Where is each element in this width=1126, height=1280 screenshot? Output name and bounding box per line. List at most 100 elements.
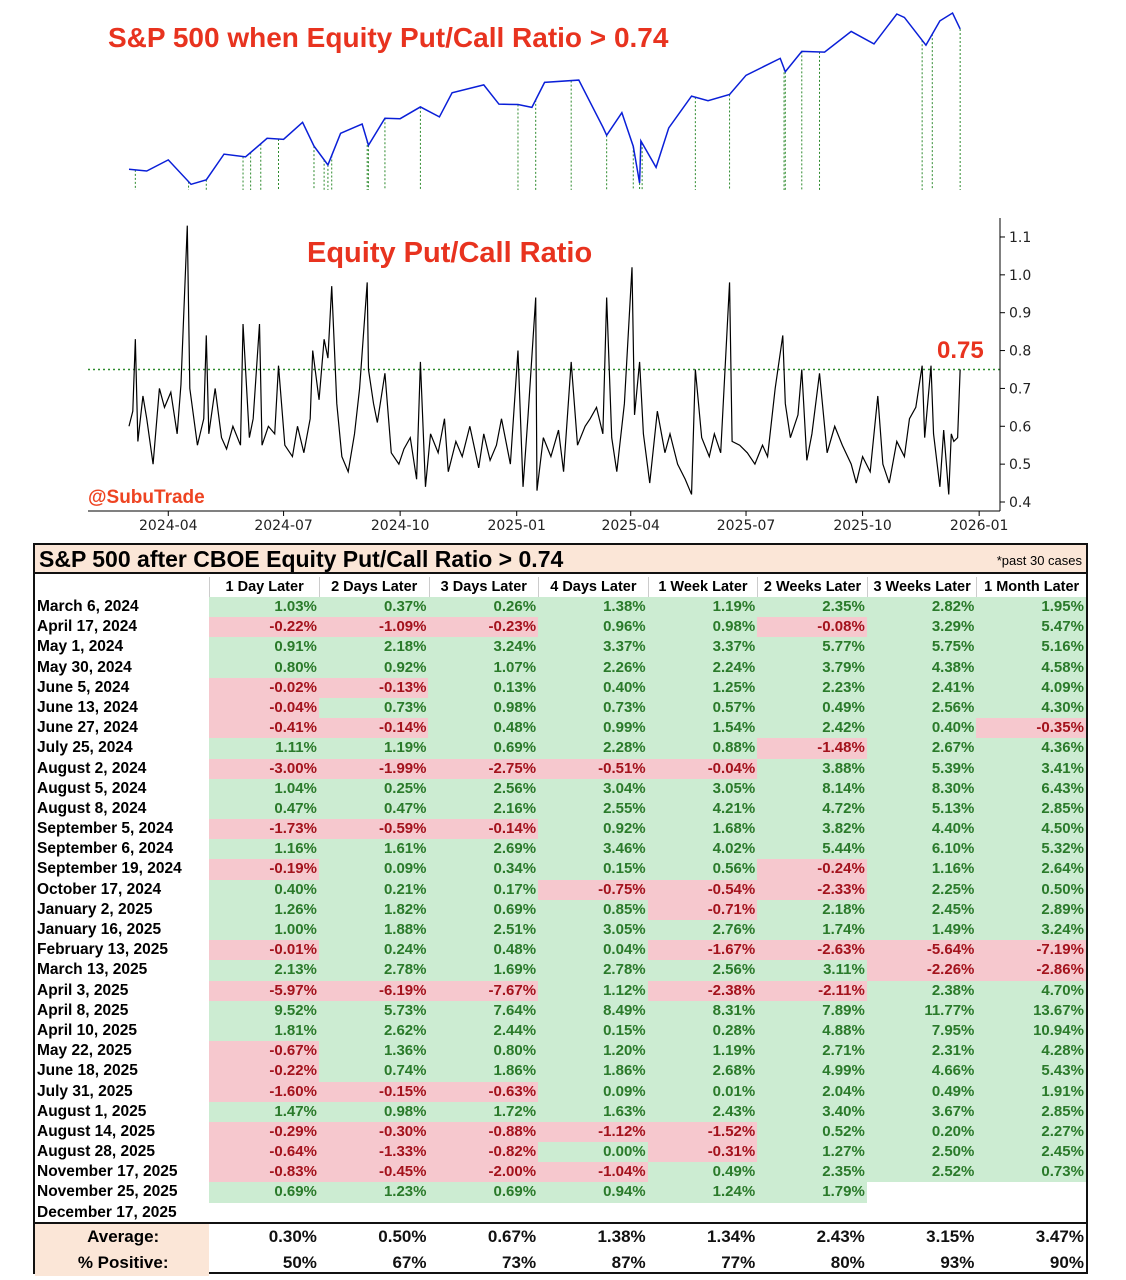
return-cell: 3.11% xyxy=(757,960,867,981)
return-cell: 0.04% xyxy=(538,940,648,961)
table-title-bar: S&P 500 after CBOE Equity Put/Call Ratio… xyxy=(35,545,1086,574)
return-cell: 0.26% xyxy=(428,597,539,618)
return-cell: 1.54% xyxy=(647,718,758,739)
row-date: January 2, 2025 xyxy=(37,900,153,918)
return-cell: 1.23% xyxy=(318,1182,429,1203)
row-date: June 5, 2024 xyxy=(37,678,130,696)
x-tick-label: 2024-04 xyxy=(139,518,198,534)
return-cell: -0.30% xyxy=(318,1121,429,1143)
return-cell: 3.29% xyxy=(866,617,977,638)
return-cell: -0.02% xyxy=(209,677,319,698)
return-cell: 5.16% xyxy=(976,637,1086,658)
column-header: 3 Weeks Later xyxy=(866,577,977,597)
table-row: November 17, 2025 -0.83% -0.45% -2.00% -1.04… xyxy=(35,1162,1086,1183)
return-cell: 1.49% xyxy=(866,920,977,941)
return-cell: 1.82% xyxy=(318,899,429,920)
return-cell: 4.50% xyxy=(976,819,1086,840)
return-cell: 2.13% xyxy=(209,960,319,981)
put-call-chart-title: Equity Put/Call Ratio xyxy=(307,237,593,269)
return-cell: -0.31% xyxy=(647,1142,758,1163)
average-cell: 1.34% xyxy=(707,1227,756,1246)
return-cell: 3.40% xyxy=(757,1101,867,1122)
return-cell: 1.38% xyxy=(538,597,648,618)
return-cell: 0.69% xyxy=(428,899,539,920)
positive-cell: 67% xyxy=(392,1253,427,1272)
return-cell: 1.19% xyxy=(647,597,758,618)
x-tick-label: 2025-01 xyxy=(487,518,546,534)
return-cell: 2.23% xyxy=(757,677,867,698)
row-date: May 1, 2024 xyxy=(37,638,124,656)
return-cell: 0.25% xyxy=(318,778,429,799)
return-cell: -5.97% xyxy=(209,980,319,1001)
average-cell: 0.30% xyxy=(268,1227,317,1246)
return-cell: -0.64% xyxy=(209,1142,319,1163)
return-cell: -7.67% xyxy=(428,980,539,1001)
return-cell: 2.69% xyxy=(428,839,539,860)
return-cell: -1.60% xyxy=(209,1081,319,1102)
return-cell: 2.62% xyxy=(318,1020,429,1042)
return-cell: 5.32% xyxy=(976,839,1086,860)
return-cell: -0.24% xyxy=(757,859,867,880)
return-cell: 0.49% xyxy=(757,697,867,719)
table-row: February 13, 2025 -0.01% 0.24% 0.48% 0.04% -1… xyxy=(35,940,1086,961)
return-cell: 1.16% xyxy=(866,859,977,880)
return-cell: 0.09% xyxy=(538,1081,648,1102)
return-cell: 2.55% xyxy=(538,798,648,820)
return-cell xyxy=(209,1203,319,1223)
return-cell: 0.21% xyxy=(318,879,429,900)
y-tick-label: 0.9 xyxy=(1009,306,1031,322)
row-date: August 8, 2024 xyxy=(37,799,147,817)
return-cell: 3.79% xyxy=(757,657,867,678)
return-cell: 0.00% xyxy=(538,1142,648,1163)
column-header: 1 Day Later xyxy=(209,577,319,597)
return-cell: 2.35% xyxy=(757,597,867,618)
return-cell: 1.47% xyxy=(209,1101,319,1122)
return-cell: 2.56% xyxy=(866,697,977,719)
row-date: February 13, 2025 xyxy=(37,941,168,959)
return-cell: 6.10% xyxy=(866,839,977,860)
watermark: @SubuTrade xyxy=(88,487,205,508)
return-cell: 4.09% xyxy=(976,677,1086,698)
return-cell xyxy=(867,1203,977,1223)
return-cell: -0.14% xyxy=(428,819,539,840)
return-cell: 0.80% xyxy=(209,657,319,678)
table-body: March 6, 2024 1.03% 0.37% 0.26% 1.38% 1.19% 2.… xyxy=(35,597,1086,1223)
table-row: April 17, 2024 -0.22% -1.09% -0.23% 0.96% 0.9… xyxy=(35,617,1086,638)
return-cell: 2.76% xyxy=(647,920,758,941)
return-cell: -0.63% xyxy=(428,1081,539,1102)
return-cell: 4.28% xyxy=(976,1041,1086,1062)
row-date: September 6, 2024 xyxy=(37,840,174,858)
table-row: May 30, 2024 0.80% 0.92% 1.07% 2.26% 2.24% 3.7… xyxy=(35,657,1086,678)
return-cell: 2.24% xyxy=(647,657,758,678)
return-cell: 1.24% xyxy=(647,1182,758,1203)
return-cell: -2.38% xyxy=(647,980,758,1001)
return-cell: 1.61% xyxy=(318,839,429,860)
return-cell: 5.77% xyxy=(757,637,867,658)
column-header: 3 Days Later xyxy=(428,577,539,597)
return-cell: 1.26% xyxy=(209,899,319,920)
table-row: August 14, 2025 -0.29% -0.30% -0.88% -1.12% -… xyxy=(35,1121,1086,1143)
return-cell: 2.35% xyxy=(757,1162,867,1183)
return-cell: 0.88% xyxy=(647,738,758,759)
return-cell: 2.51% xyxy=(428,920,539,941)
row-date: April 10, 2025 xyxy=(37,1021,137,1039)
return-cell: -1.73% xyxy=(209,819,319,840)
return-cell: 0.17% xyxy=(428,879,539,900)
return-cell: 11.77% xyxy=(866,1000,977,1021)
return-cell: 0.01% xyxy=(647,1081,758,1102)
return-cell: -2.75% xyxy=(428,758,539,779)
return-cell: 1.04% xyxy=(209,778,319,799)
return-cell: 8.14% xyxy=(757,778,867,799)
positive-cell: 73% xyxy=(502,1253,537,1272)
return-cell: 3.88% xyxy=(757,758,867,779)
return-cell: 0.99% xyxy=(538,718,648,739)
return-cell: 4.70% xyxy=(976,980,1086,1001)
return-cell: 0.37% xyxy=(318,597,429,618)
return-cell: 0.98% xyxy=(318,1101,429,1122)
return-cell: 3.24% xyxy=(428,637,539,658)
return-cell: 3.04% xyxy=(538,778,648,799)
return-cell: 1.07% xyxy=(428,657,539,678)
return-cell: 0.24% xyxy=(318,940,429,961)
column-header: 2 Weeks Later xyxy=(757,577,867,597)
return-cell: 0.47% xyxy=(318,798,429,820)
